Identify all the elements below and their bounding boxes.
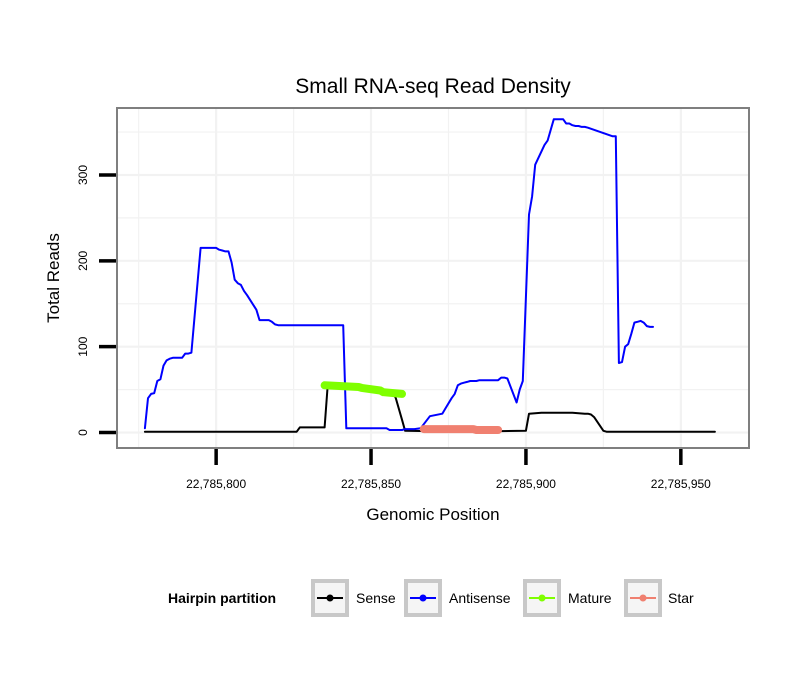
chart-title: Small RNA-seq Read Density <box>295 75 571 98</box>
legend-entries: Sense Antisense Mature Star <box>311 579 694 617</box>
x-tick-label: 22,785,800 <box>186 477 246 491</box>
grid-lines <box>117 108 749 448</box>
legend: Hairpin partition Sense Antisense Mature St… <box>168 579 694 617</box>
x-tick-label: 22,785,950 <box>651 477 711 491</box>
legend-key-box <box>523 579 561 617</box>
y-axis-title: Total Reads <box>44 233 63 323</box>
plot-background <box>117 108 749 448</box>
y-tick-label: 300 <box>76 165 90 185</box>
x-tick-label: 22,785,900 <box>496 477 556 491</box>
y-tick-label: 0 <box>76 429 90 436</box>
legend-item-antisense: Antisense <box>404 579 511 617</box>
legend-label: Antisense <box>449 590 511 606</box>
legend-label: Mature <box>568 590 612 606</box>
legend-key-dot <box>639 594 647 602</box>
series-line-mature <box>320 381 406 398</box>
x-tick-label: 22,785,850 <box>341 477 401 491</box>
legend-key-dot <box>419 594 427 602</box>
y-axis: 0 100 200 300 <box>76 165 116 436</box>
plot-border <box>116 107 750 449</box>
legend-label: Star <box>668 590 694 606</box>
legend-key-dot <box>326 594 334 602</box>
series-line-star <box>419 425 503 434</box>
legend-label: Sense <box>356 590 396 606</box>
y-tick-label: 100 <box>76 336 90 356</box>
legend-item-mature: Mature <box>523 579 612 617</box>
x-axis-title: Genomic Position <box>366 505 499 524</box>
series-layer <box>143 118 716 434</box>
legend-title: Hairpin partition <box>168 590 276 606</box>
series-line-antisense <box>143 118 654 431</box>
y-tick-label: 200 <box>76 250 90 270</box>
x-axis: 22,785,800 22,785,850 22,785,900 22,785,950 <box>186 449 711 491</box>
legend-key-dot <box>538 594 546 602</box>
legend-item-star: Star <box>624 579 694 617</box>
legend-item-sense: Sense <box>311 579 396 617</box>
